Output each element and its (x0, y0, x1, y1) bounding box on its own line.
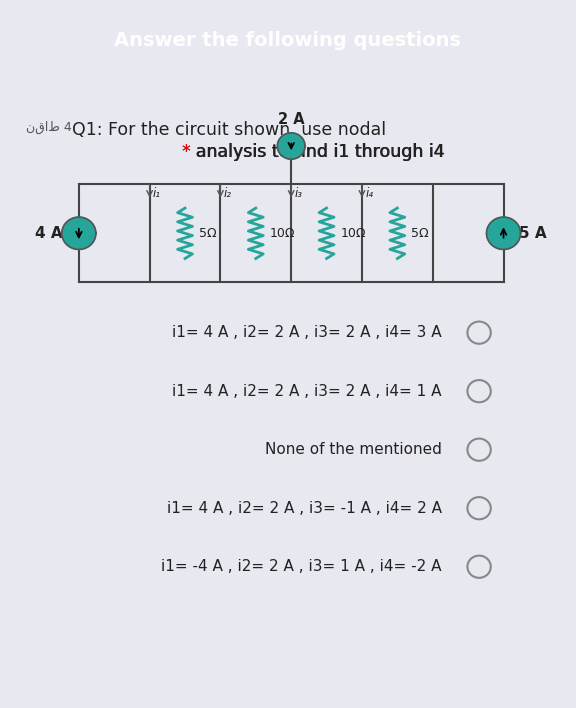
Text: 5Ω: 5Ω (199, 227, 217, 240)
Text: i₁: i₁ (153, 188, 161, 200)
Text: i1= 4 A , i2= 2 A , i3= 2 A , i4= 1 A: i1= 4 A , i2= 2 A , i3= 2 A , i4= 1 A (172, 384, 442, 399)
Polygon shape (278, 133, 305, 159)
Text: analysis to find i1 through i4: analysis to find i1 through i4 (190, 143, 445, 161)
Text: * analysis to find i1 through i4: * analysis to find i1 through i4 (182, 143, 445, 161)
Text: i1= 4 A , i2= 2 A , i3= -1 A , i4= 2 A: i1= 4 A , i2= 2 A , i3= -1 A , i4= 2 A (167, 501, 442, 515)
Polygon shape (487, 217, 521, 249)
Polygon shape (62, 217, 96, 249)
Text: None of the mentioned: None of the mentioned (265, 442, 442, 457)
Text: Answer the following questions: Answer the following questions (115, 31, 461, 50)
Text: 2 A: 2 A (278, 112, 305, 127)
Text: 5 A: 5 A (520, 226, 547, 241)
Text: i₄: i₄ (365, 188, 373, 200)
Text: i1= -4 A , i2= 2 A , i3= 1 A , i4= -2 A: i1= -4 A , i2= 2 A , i3= 1 A , i4= -2 A (161, 559, 442, 574)
Text: نقاط 4: نقاط 4 (26, 121, 71, 134)
Text: *: * (182, 143, 191, 161)
Text: 10Ω: 10Ω (270, 227, 295, 240)
Text: i₃: i₃ (294, 188, 302, 200)
Text: i1= 4 A , i2= 2 A , i3= 2 A , i4= 3 A: i1= 4 A , i2= 2 A , i3= 2 A , i4= 3 A (172, 325, 442, 340)
Text: Q1: For the circuit shown, use nodal: Q1: For the circuit shown, use nodal (73, 121, 386, 139)
Text: 4 A: 4 A (35, 226, 63, 241)
Text: 5Ω: 5Ω (411, 227, 429, 240)
Text: i₂: i₂ (223, 188, 232, 200)
Text: 10Ω: 10Ω (340, 227, 366, 240)
